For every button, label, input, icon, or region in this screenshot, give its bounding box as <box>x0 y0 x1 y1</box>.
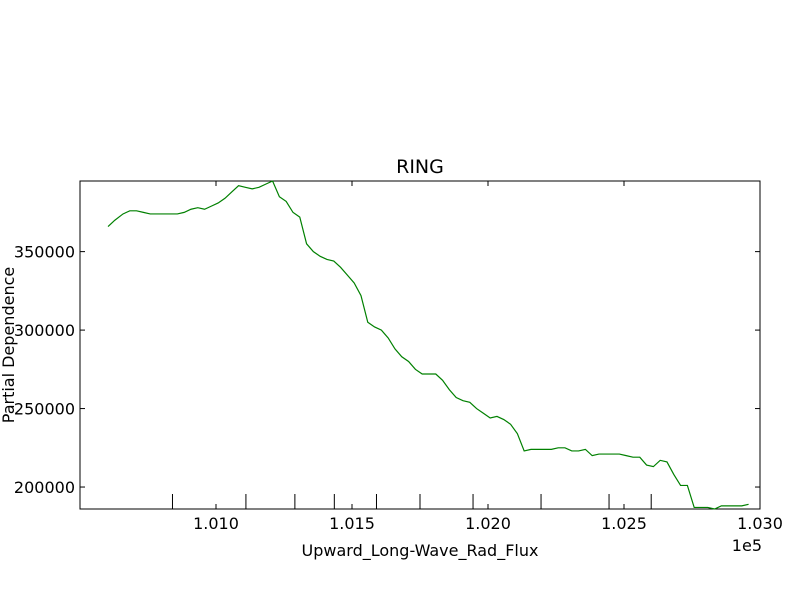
x-tick-label-0: 1.010 <box>193 514 239 533</box>
plot-area <box>79 180 761 510</box>
x-tick-label-1: 1.015 <box>329 514 375 533</box>
x-offset-label: 1e5 <box>732 536 762 555</box>
series-line-0 <box>107 180 749 510</box>
y-tick-label-3: 350000 <box>14 243 75 262</box>
rug-ticks <box>171 494 652 509</box>
x-tick-label-2: 1.020 <box>465 514 511 533</box>
y-tick-label-0: 200000 <box>14 478 75 497</box>
series-group <box>107 180 749 510</box>
y-tick-label-2: 300000 <box>14 321 75 340</box>
y-axis-label: Partial Dependence <box>0 267 18 423</box>
x-tick-label-4: 1.030 <box>737 514 783 533</box>
y-axis: 200000 250000 300000 350000 <box>14 243 760 497</box>
chart-title: RING <box>396 156 444 178</box>
plot-frame <box>79 180 761 510</box>
x-tick-label-3: 1.025 <box>601 514 647 533</box>
x-axis: 1.010 1.015 1.020 1.025 1.030 <box>193 181 783 533</box>
y-tick-label-1: 250000 <box>14 400 75 419</box>
x-axis-label: Upward_Long-Wave_Rad_Flux <box>302 541 539 561</box>
